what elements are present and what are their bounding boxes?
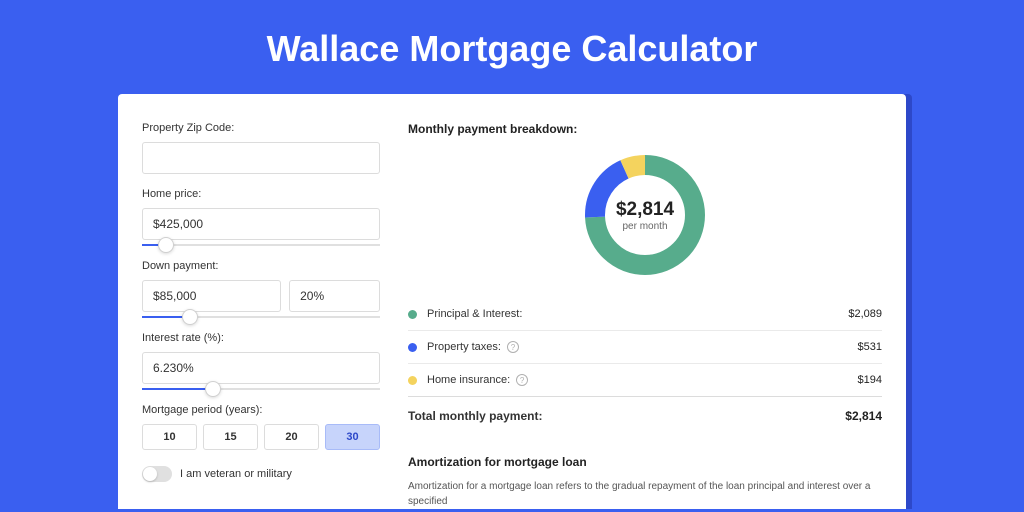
veteran-toggle-label: I am veteran or military — [180, 468, 292, 480]
amortization-section: Amortization for mortgage loan Amortizat… — [408, 455, 882, 509]
down-payment-pct-input[interactable] — [289, 280, 380, 312]
donut-chart: $2,814 per month — [580, 150, 710, 280]
total-value: $2,814 — [845, 409, 882, 423]
info-icon[interactable]: ? — [516, 374, 528, 386]
period-btn-10[interactable]: 10 — [142, 424, 197, 450]
home-price-label: Home price: — [142, 188, 380, 200]
zip-label: Property Zip Code: — [142, 122, 380, 134]
donut-chart-wrap: $2,814 per month — [408, 150, 882, 280]
zip-input[interactable] — [142, 142, 380, 174]
interest-rate-slider[interactable] — [142, 388, 380, 390]
legend-dot — [408, 376, 417, 385]
breakdown-row: Property taxes:?$531 — [408, 331, 882, 364]
breakdown-label: Home insurance:? — [427, 374, 858, 386]
interest-rate-input[interactable] — [142, 352, 380, 384]
toggle-knob — [143, 467, 157, 481]
veteran-toggle[interactable] — [142, 466, 172, 482]
down-payment-input[interactable] — [142, 280, 281, 312]
mortgage-period-label: Mortgage period (years): — [142, 404, 380, 416]
breakdown-value: $194 — [858, 374, 882, 386]
interest-rate-label: Interest rate (%): — [142, 332, 380, 344]
legend-dot — [408, 343, 417, 352]
home-price-slider[interactable] — [142, 244, 380, 246]
home-price-field-group: Home price: — [142, 188, 380, 246]
breakdown-title: Monthly payment breakdown: — [408, 122, 882, 136]
veteran-toggle-row: I am veteran or military — [142, 466, 380, 482]
donut-center-value: $2,814 — [616, 199, 674, 221]
down-payment-slider[interactable] — [142, 316, 380, 318]
total-label: Total monthly payment: — [408, 409, 845, 423]
breakdown-row: Home insurance:?$194 — [408, 364, 882, 396]
slider-thumb[interactable] — [205, 381, 221, 397]
amortization-body: Amortization for a mortgage loan refers … — [408, 479, 882, 509]
breakdown-value: $2,089 — [848, 308, 882, 320]
breakdown-panel: Monthly payment breakdown: $2,814 per mo… — [408, 122, 882, 509]
slider-thumb[interactable] — [182, 309, 198, 325]
home-price-input[interactable] — [142, 208, 380, 240]
legend-dot — [408, 310, 417, 319]
period-btn-15[interactable]: 15 — [203, 424, 258, 450]
amortization-title: Amortization for mortgage loan — [408, 455, 882, 469]
down-payment-label: Down payment: — [142, 260, 380, 272]
total-row: Total monthly payment: $2,814 — [408, 396, 882, 435]
period-btn-30[interactable]: 30 — [325, 424, 380, 450]
breakdown-label: Principal & Interest: — [427, 308, 848, 320]
form-panel: Property Zip Code: Home price: Down paym… — [142, 122, 380, 509]
mortgage-period-field-group: Mortgage period (years): 10152030 — [142, 404, 380, 450]
breakdown-value: $531 — [858, 341, 882, 353]
slider-thumb[interactable] — [158, 237, 174, 253]
donut-center-sub: per month — [622, 221, 667, 232]
breakdown-label: Property taxes:? — [427, 341, 858, 353]
down-payment-field-group: Down payment: — [142, 260, 380, 318]
info-icon[interactable]: ? — [507, 341, 519, 353]
period-btn-20[interactable]: 20 — [264, 424, 319, 450]
calculator-card: Property Zip Code: Home price: Down paym… — [118, 94, 906, 509]
page-title: Wallace Mortgage Calculator — [0, 0, 1024, 94]
breakdown-row: Principal & Interest:$2,089 — [408, 298, 882, 331]
interest-rate-field-group: Interest rate (%): — [142, 332, 380, 390]
zip-field-group: Property Zip Code: — [142, 122, 380, 174]
